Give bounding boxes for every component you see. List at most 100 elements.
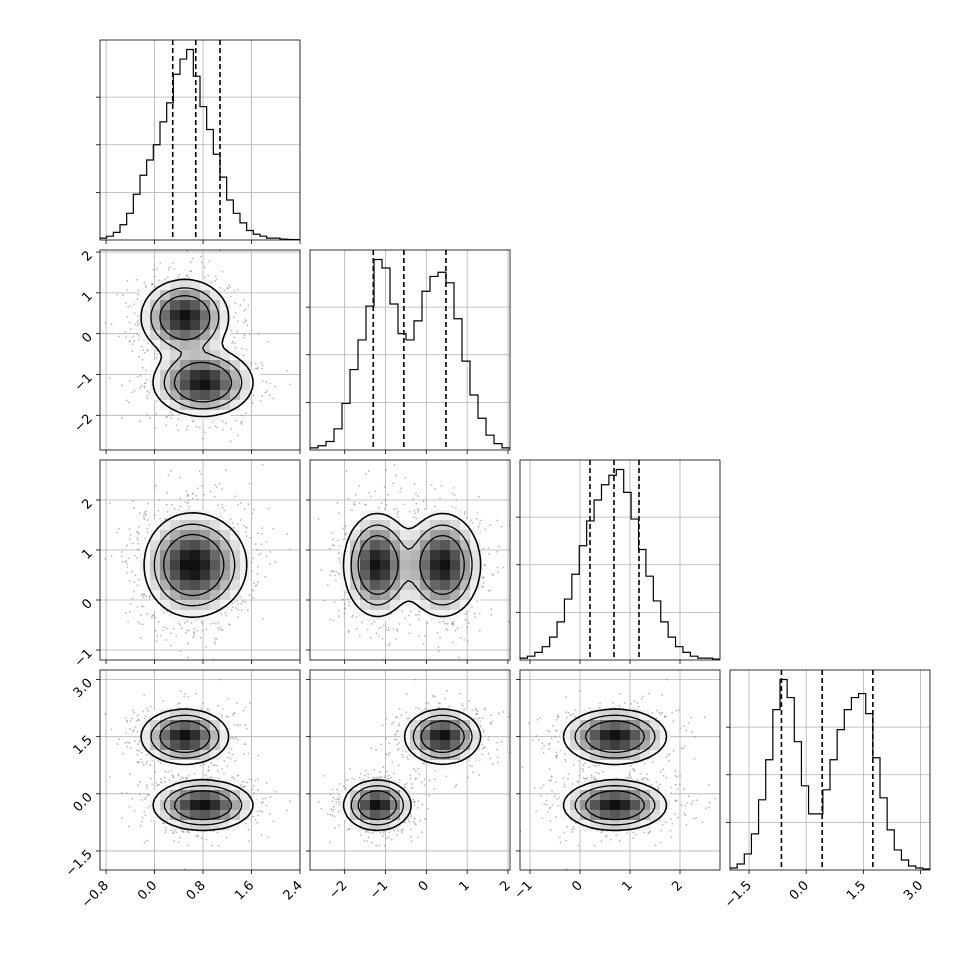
- sample-point: [397, 515, 399, 518]
- sample-point: [401, 610, 404, 612]
- sample-point: [393, 508, 396, 511]
- sample-point: [159, 517, 161, 520]
- sample-point: [128, 742, 131, 744]
- sample-point: [320, 569, 323, 571]
- sample-point: [179, 476, 182, 479]
- sample-point: [416, 836, 419, 839]
- sample-point: [108, 377, 111, 380]
- density-cell: [150, 600, 161, 611]
- sample-point: [348, 631, 350, 633]
- sample-point: [257, 754, 260, 757]
- sample-point: [193, 772, 196, 775]
- density-cell: [180, 510, 191, 521]
- sample-point: [234, 342, 236, 345]
- sample-point: [144, 513, 147, 516]
- density-cell: [170, 290, 181, 301]
- density-cell: [380, 800, 391, 811]
- sample-point: [359, 772, 362, 775]
- sample-point: [677, 709, 680, 712]
- y-tick-label: 2: [79, 496, 95, 512]
- sample-point: [413, 768, 415, 770]
- density-cell: [180, 800, 191, 811]
- sample-point: [195, 692, 197, 695]
- sample-point: [209, 490, 212, 493]
- sample-point: [439, 636, 441, 639]
- sample-point: [254, 362, 257, 365]
- sample-point: [416, 806, 419, 809]
- sample-point: [131, 717, 134, 720]
- y-tick-label: 0: [79, 330, 95, 346]
- sample-point: [194, 834, 197, 837]
- sample-point: [403, 787, 406, 789]
- sample-point: [195, 425, 198, 428]
- density-cell: [200, 290, 211, 301]
- density-cell: [370, 510, 381, 521]
- sample-point: [240, 414, 243, 417]
- sample-point: [192, 420, 194, 423]
- sample-point: [488, 728, 490, 730]
- sample-point: [162, 629, 164, 632]
- sample-point: [137, 531, 140, 534]
- density-cell: [180, 730, 191, 741]
- sample-point: [140, 820, 143, 823]
- sample-point: [360, 662, 362, 664]
- density-cell: [360, 590, 371, 601]
- sample-point: [244, 412, 247, 415]
- density-cell: [160, 600, 171, 611]
- sample-point: [175, 831, 178, 834]
- density-cell: [230, 800, 241, 811]
- density-cell: [440, 510, 451, 521]
- sample-point: [484, 528, 487, 531]
- sample-point: [198, 426, 201, 429]
- sample-point: [411, 786, 414, 789]
- density-cell: [440, 750, 451, 761]
- density-cell: [220, 310, 231, 321]
- sample-point: [165, 416, 168, 418]
- sample-point: [256, 821, 259, 824]
- density-cell: [450, 560, 461, 571]
- sample-point: [137, 532, 140, 535]
- sample-point: [251, 596, 254, 599]
- sample-point: [367, 470, 370, 472]
- density-cell: [160, 390, 171, 401]
- panel-content: [488, 670, 720, 870]
- sample-point: [336, 788, 339, 791]
- sample-point: [110, 728, 113, 731]
- sample-point: [120, 417, 123, 419]
- sample-point: [139, 637, 142, 639]
- sample-point: [168, 266, 171, 269]
- sample-point: [186, 250, 189, 253]
- sample-point: [254, 543, 257, 545]
- sample-point: [371, 831, 374, 834]
- sample-point: [214, 425, 217, 427]
- density-cell: [230, 350, 241, 361]
- density-cell: [350, 600, 361, 611]
- sample-point: [244, 308, 247, 311]
- sample-point: [256, 810, 259, 813]
- sample-point: [159, 762, 162, 765]
- sample-point: [337, 512, 340, 514]
- sample-point: [148, 794, 151, 796]
- sample-point: [381, 724, 384, 727]
- sample-point: [151, 283, 154, 285]
- density-cell: [370, 550, 381, 561]
- density-cell: [230, 360, 241, 371]
- sample-point: [345, 779, 348, 781]
- sample-point: [203, 276, 206, 279]
- sample-point: [326, 583, 329, 586]
- density-cell: [440, 560, 451, 571]
- sample-point: [251, 402, 254, 404]
- density-cell: [190, 360, 201, 371]
- density-cell: [150, 810, 161, 821]
- density-cell: [160, 590, 171, 601]
- density-cell: [220, 810, 231, 821]
- sample-point: [193, 632, 195, 635]
- sample-point: [180, 776, 183, 778]
- sample-point: [184, 622, 186, 624]
- density-cell: [230, 550, 241, 561]
- density-cell: [160, 520, 171, 531]
- density-cell: [400, 810, 411, 821]
- density-cell: [200, 370, 211, 381]
- sample-point: [189, 261, 192, 264]
- sample-point: [184, 631, 187, 634]
